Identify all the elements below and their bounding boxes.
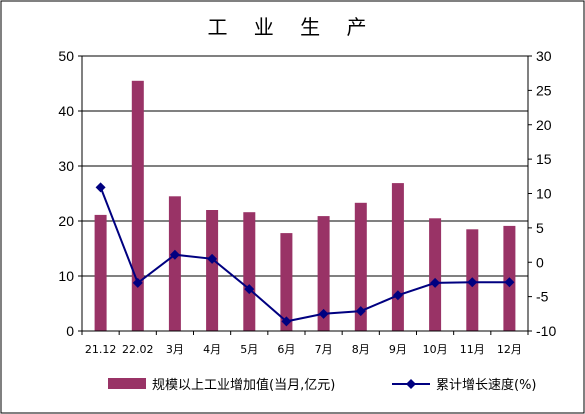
legend-bar-swatch (108, 378, 146, 389)
x-tick-label: 11月 (460, 343, 485, 356)
line-point-marker (132, 277, 143, 288)
x-tick-label: 22.02 (122, 343, 154, 356)
x-tick-label: 10月 (423, 343, 448, 356)
legend-line-label: 累计增长速度(%) (436, 377, 537, 393)
bar (168, 196, 181, 332)
bar (94, 214, 107, 331)
line-point-marker (169, 249, 180, 260)
x-tick-label: 5月 (240, 343, 258, 356)
y-left-tick-label: 20 (58, 213, 74, 229)
bar (354, 202, 367, 331)
x-tick-label: 7月 (315, 343, 333, 356)
line-point-marker (95, 182, 106, 193)
legend-line-marker (406, 379, 416, 389)
bar (131, 80, 144, 332)
y-left-tick-label: 40 (58, 103, 74, 119)
x-tick-label: 9月 (389, 343, 407, 356)
y-left-tick-label: 10 (58, 268, 74, 284)
line-point-marker (318, 308, 329, 319)
y-right-tick-label: 0 (536, 254, 544, 270)
y-right-tick-label: 20 (536, 117, 552, 133)
y-right-tick-label: 10 (536, 186, 552, 202)
x-tick-label: 3月 (166, 343, 184, 356)
line-point-marker (281, 316, 292, 327)
legend: 规模以上工业增加值(当月,亿元) 累计增长速度(%) (108, 377, 537, 393)
legend-bar-label: 规模以上工业增加值(当月,亿元) (152, 377, 335, 393)
y-right-tick-label: 15 (536, 151, 552, 167)
bar (429, 218, 442, 332)
x-tick-label: 8月 (352, 343, 370, 356)
x-tick-label: 21.12 (85, 343, 117, 356)
y-right-tick-label: 30 (536, 48, 552, 64)
x-tick-label: 6月 (277, 343, 295, 356)
line-point-marker (467, 277, 478, 288)
line-point-marker (504, 277, 515, 288)
plot-area: 0 10 20 30 40 50 -10 -5 0 5 10 15 20 25 30 21.12 22.02 3月… (58, 48, 556, 356)
line-point-marker (392, 290, 403, 301)
y-left-tick-label: 50 (58, 48, 74, 64)
growth-rate-line (99, 186, 510, 323)
bar (206, 210, 219, 331)
bar (317, 216, 330, 331)
y-left-tick-label: 30 (58, 158, 74, 174)
bar (391, 183, 404, 331)
chart-title: 工 业 生 产 (207, 15, 376, 39)
line-point-marker (244, 284, 255, 295)
y-right-tick-label: -5 (536, 289, 549, 305)
line-point-marker (430, 277, 441, 288)
y-right-tick-label: 25 (536, 82, 552, 98)
x-tick-label: 4月 (203, 343, 221, 356)
x-tick-label: 12月 (497, 343, 522, 356)
line-point-marker (207, 253, 218, 264)
y-left-tick-label: 0 (66, 323, 74, 339)
bar (280, 233, 293, 331)
bar (243, 212, 256, 331)
y-right-tick-label: 5 (536, 220, 544, 236)
y-right-tick-label: -10 (536, 323, 556, 339)
line-point-marker (355, 306, 366, 317)
